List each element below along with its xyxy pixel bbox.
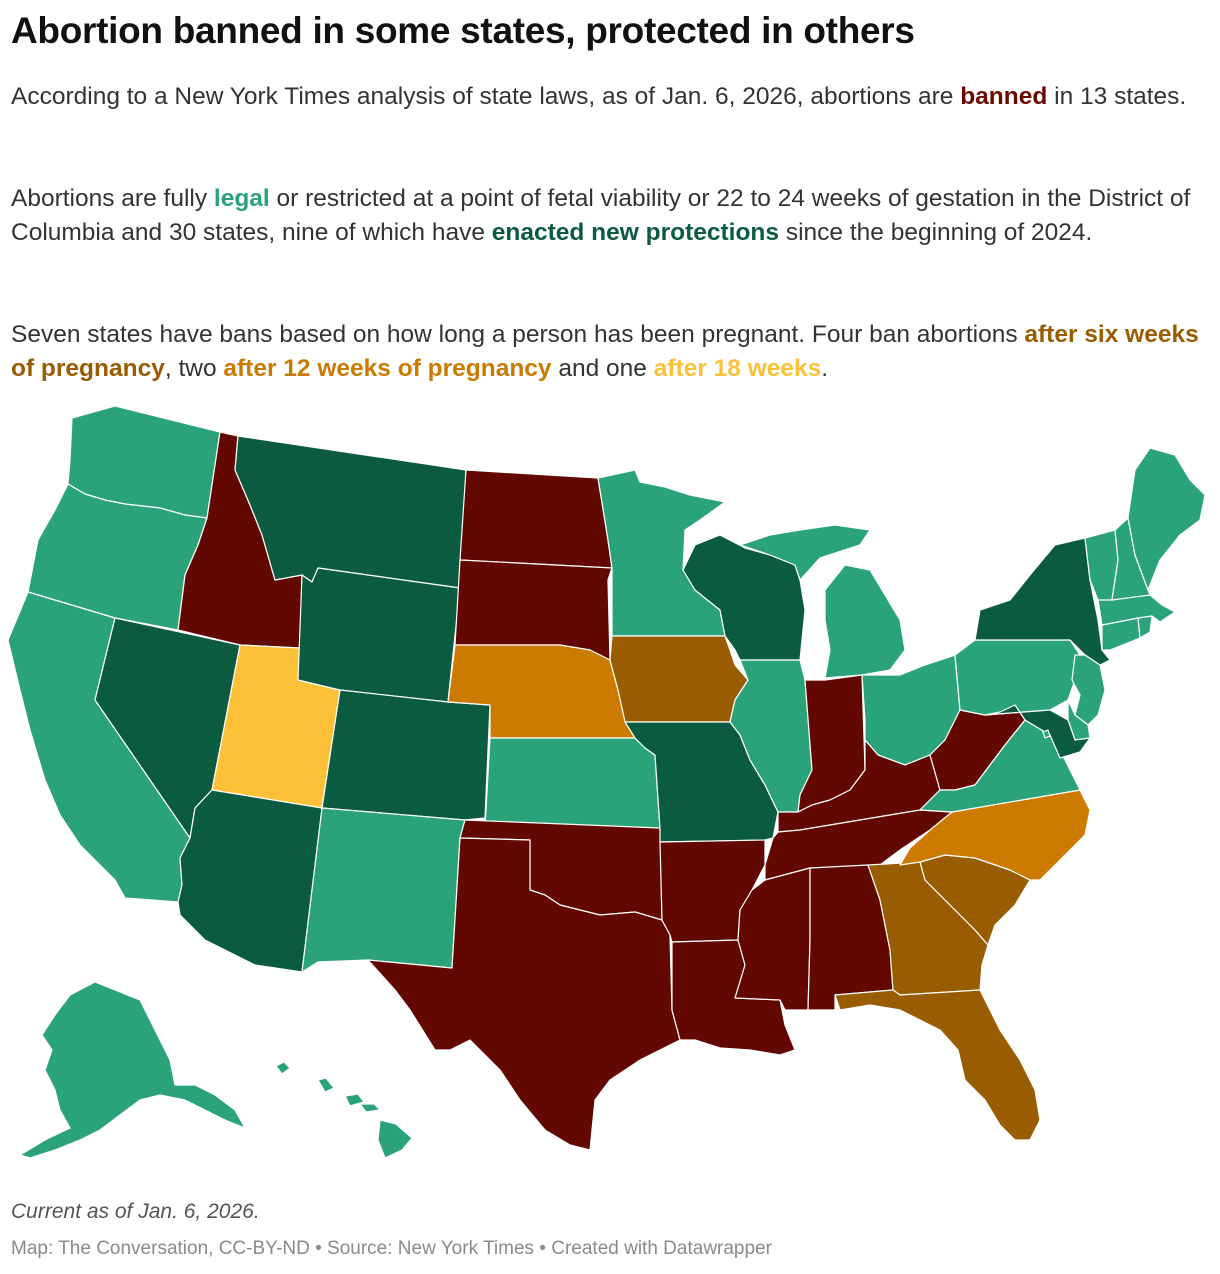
description-text: . (821, 355, 829, 382)
state-iowa[interactable] (609, 635, 749, 723)
description-gestational: Seven states have bans based on how long… (11, 318, 1206, 386)
map-note: Current as of Jan. 6, 2026. (11, 1200, 260, 1223)
description-legal: Abortions are fully legal or restricted … (11, 182, 1206, 250)
state-new-mexico[interactable] (301, 807, 466, 973)
description-banned: According to a New York Times analysis o… (11, 80, 1206, 114)
description-text: Abortions are fully (11, 185, 214, 212)
description-text: in 13 states. (1047, 83, 1187, 110)
state-new-jersey[interactable] (1071, 654, 1106, 726)
state-minnesota[interactable] (597, 469, 726, 637)
state-maryland[interactable] (984, 704, 1091, 759)
state-colorado[interactable] (321, 689, 491, 821)
map-title: Abortion banned in some states, protecte… (11, 10, 915, 51)
description-text: or restricted at a point of fetal viabil… (11, 185, 1191, 246)
state-district-of-columbia[interactable] (1042, 729, 1051, 739)
state-michigan[interactable] (739, 524, 906, 679)
map-credit: Map: The Conversation, CC-BY-ND • Source… (11, 1238, 772, 1259)
description-text: , two (164, 355, 224, 382)
state-virginia[interactable] (919, 719, 1081, 813)
description-text: and one (551, 355, 654, 382)
description-text: since the beginning of 2024. (779, 219, 1093, 246)
legend-banned: banned (960, 83, 1048, 110)
us-map (7, 405, 1206, 1159)
legend-six-weeks: after six weeks of pregnancy (11, 321, 1199, 382)
legend-legal: legal (213, 185, 270, 212)
state-alaska[interactable] (19, 981, 246, 1159)
state-wyoming[interactable] (297, 567, 461, 703)
description-text: According to a New York Times analysis o… (11, 83, 961, 110)
state-arizona[interactable] (177, 789, 323, 973)
state-rhode-island[interactable] (1137, 615, 1153, 639)
state-pennsylvania[interactable] (954, 639, 1081, 716)
legend-protections: enacted new protections (491, 219, 780, 246)
state-hawaii[interactable] (275, 1061, 413, 1159)
state-massachusetts[interactable] (1097, 594, 1176, 626)
state-north-dakota[interactable] (459, 469, 613, 569)
legend-twelve-weeks: after 12 weeks of pregnancy (223, 355, 552, 382)
legend-eighteen-weeks: after 18 weeks (653, 355, 822, 382)
state-maine[interactable] (1127, 447, 1206, 591)
state-kansas[interactable] (484, 737, 661, 829)
state-florida[interactable] (834, 989, 1041, 1141)
state-texas[interactable] (367, 837, 681, 1151)
description-text: Seven states have bans based on how long… (11, 321, 1025, 348)
state-north-carolina[interactable] (899, 789, 1091, 881)
